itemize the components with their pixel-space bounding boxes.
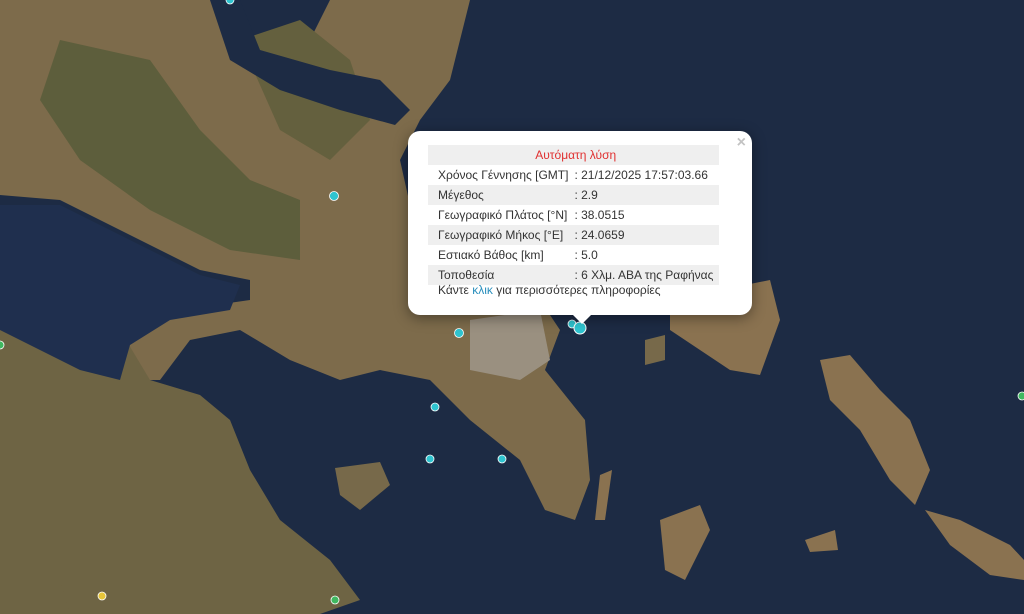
more-info-link[interactable]: κλικ xyxy=(472,283,493,297)
earthquake-marker[interactable] xyxy=(454,328,464,338)
more-info-prefix: Κάντε xyxy=(438,283,469,297)
more-info-text: Κάντε κλικ για περισσότερες πληροφορίες xyxy=(438,283,661,297)
detail-label: Γεωγραφικό Πλάτος [°N] xyxy=(438,208,568,222)
detail-value: : 2.9 xyxy=(574,185,720,205)
earthquake-marker[interactable] xyxy=(425,454,435,464)
detail-row: Γεωγραφικό Μήκος [°E]: 24.0659 xyxy=(428,225,720,245)
detail-row: Τοποθεσία: 6 Χλμ. ΑΒΑ της Ραφήνας xyxy=(428,265,720,285)
detail-value: : 24.0659 xyxy=(574,225,720,245)
detail-label: Εστιακό Βάθος [km] xyxy=(438,248,544,262)
earthquake-marker[interactable] xyxy=(1017,391,1024,401)
detail-label: Γεωγραφικό Μήκος [°E] xyxy=(428,225,575,245)
earthquake-marker[interactable] xyxy=(430,402,440,412)
close-icon[interactable]: × xyxy=(736,134,746,151)
detail-label: Μέγεθος xyxy=(428,185,575,205)
earthquake-marker[interactable] xyxy=(330,595,340,605)
earthquake-marker[interactable] xyxy=(225,0,235,5)
detail-value: : 38.0515 xyxy=(574,208,625,222)
popup-title: Αυτόματη λύση xyxy=(428,145,720,165)
detail-row: Εστιακό Βάθος [km] : 5.0 xyxy=(428,245,719,265)
detail-label: Τοποθεσία xyxy=(428,265,575,285)
detail-value: : 6 Χλμ. ΑΒΑ της Ραφήνας xyxy=(574,265,720,285)
detail-label: Χρόνος Γέννησης [GMT] xyxy=(438,168,569,182)
earthquake-marker[interactable] xyxy=(97,591,107,601)
earthquake-marker[interactable] xyxy=(497,454,507,464)
earthquake-marker[interactable] xyxy=(0,340,5,350)
earthquake-details-table: Αυτόματη λύση Χρόνος Γέννησης [GMT] : 21/… xyxy=(428,145,720,285)
detail-row: Μέγεθος: 2.9 xyxy=(428,185,720,205)
detail-row: Χρόνος Γέννησης [GMT] : 21/12/2025 17:57:… xyxy=(428,165,719,185)
detail-row: Γεωγραφικό Πλάτος [°N] : 38.0515 xyxy=(428,205,719,225)
earthquake-popup: × Αυτόματη λύση Χρόνος Γέννησης [GMT] : 2… xyxy=(408,131,752,324)
detail-value: : 21/12/2025 17:57:03.66 xyxy=(574,168,708,182)
detail-value: : 5.0 xyxy=(574,248,598,262)
more-info-suffix: για περισσότερες πληροφορίες xyxy=(496,283,661,297)
earthquake-marker[interactable] xyxy=(329,191,339,201)
